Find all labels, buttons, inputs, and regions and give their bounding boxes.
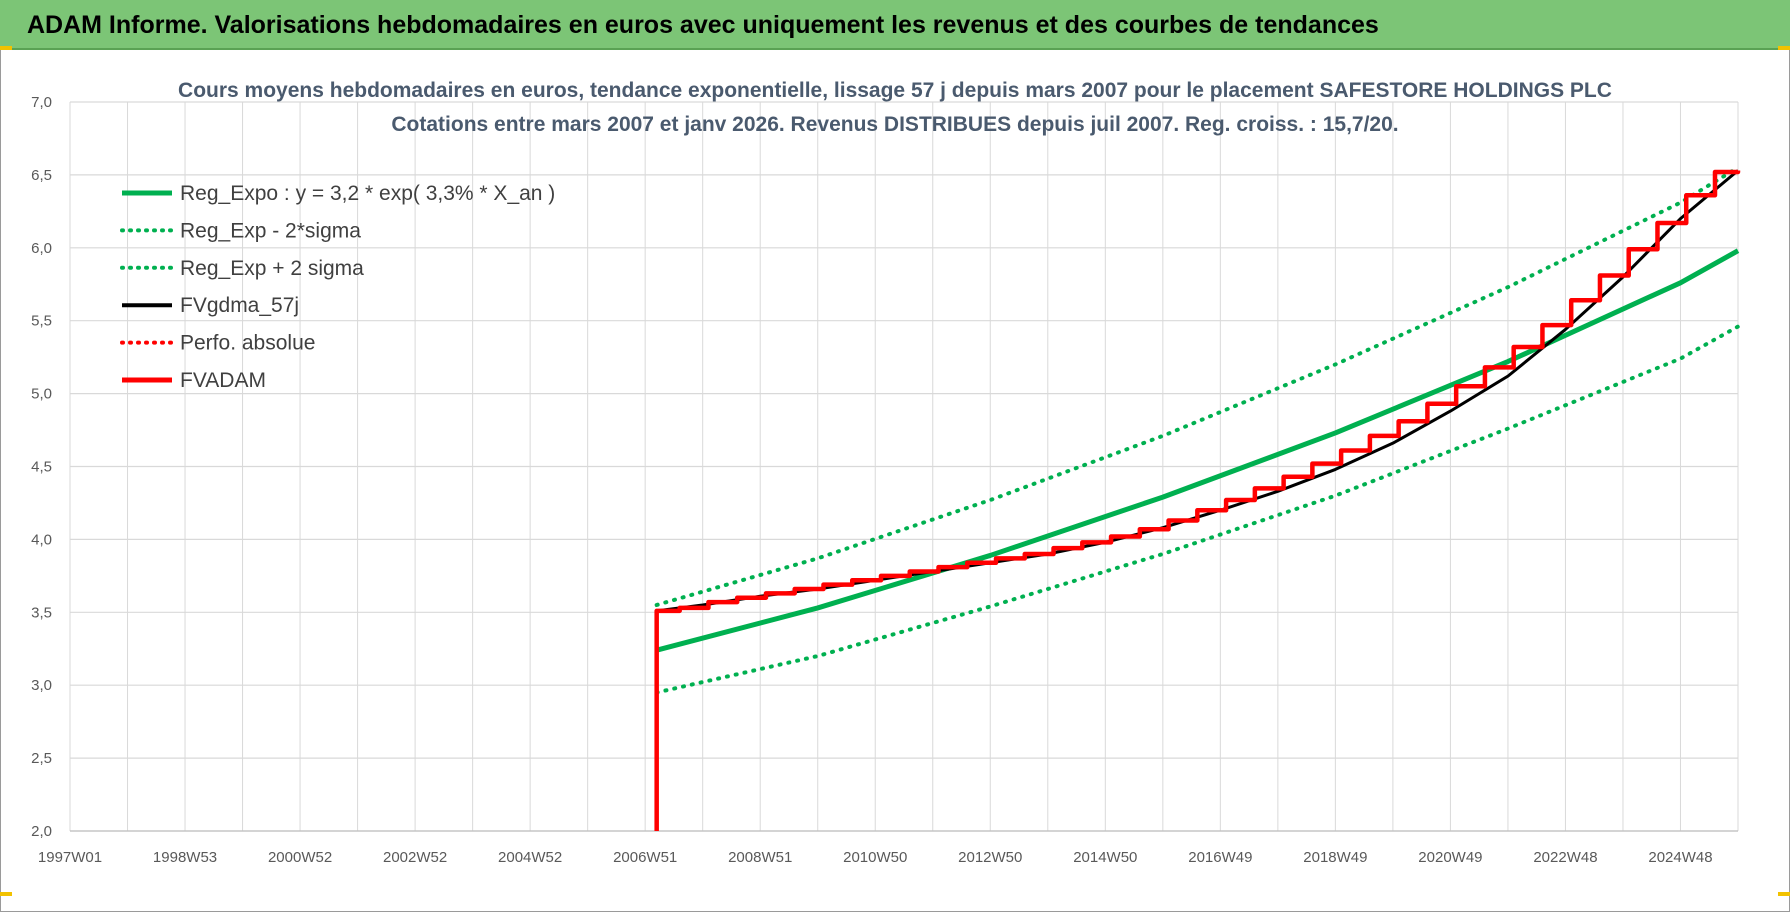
x-tick-label: 1997W01 <box>38 849 102 866</box>
x-tick-label: 2012W50 <box>958 849 1022 866</box>
x-tick-label: 2006W51 <box>613 849 677 866</box>
corner-mark-top-right <box>1778 46 1790 50</box>
x-tick-label: 2004W52 <box>498 849 562 866</box>
y-tick-label: 3,0 <box>31 677 52 694</box>
x-tick-label: 2020W49 <box>1418 849 1482 866</box>
x-tick-label: 2000W52 <box>268 849 332 866</box>
axes: 2,0 2,5 3,0 3,5 4,0 4,5 5,0 5,5 6,0 6,5 7,0 1997W01… <box>31 94 1738 866</box>
x-tick-label: 2002W52 <box>383 849 447 866</box>
x-tick-label: 2010W50 <box>843 849 907 866</box>
corner-mark-top-left <box>0 46 12 50</box>
y-tick-label: 3,5 <box>31 604 52 621</box>
x-tick-label: 2022W48 <box>1533 849 1597 866</box>
x-tick-label: 2018W49 <box>1303 849 1367 866</box>
y-tick-label: 5,5 <box>31 313 52 330</box>
legend-entry: Reg_Exp + 2 sigma <box>180 257 364 280</box>
series-layer <box>654 165 1741 831</box>
series-line-2 <box>654 165 1740 608</box>
page-title: ADAM Informe. Valorisations hebdomadaire… <box>0 0 1790 50</box>
x-tick-label: 2024W48 <box>1648 849 1712 866</box>
y-tick-label: 5,0 <box>31 386 52 403</box>
y-tick-label: 4,0 <box>31 531 52 548</box>
legend-entry: Perfo. absolue <box>180 332 315 355</box>
y-tick-label: 6,0 <box>31 240 52 257</box>
y-tick-label: 7,0 <box>31 94 52 111</box>
series-line-5 <box>654 169 1741 831</box>
chart-title: Cours moyens hebdomadaires en euros, ten… <box>178 79 1612 102</box>
chart-subtitle: Cotations entre mars 2007 et janv 2026. … <box>391 113 1398 136</box>
y-tick-label: 6,5 <box>31 167 52 184</box>
y-tick-label: 2,0 <box>31 823 52 840</box>
corner-mark-bottom-left <box>0 892 12 896</box>
y-tick-label: 2,5 <box>31 750 52 767</box>
legend: Reg_Expo : y = 3,2 * exp( 3,3% * X_an ) R… <box>120 182 555 392</box>
corner-mark-bottom-right <box>1778 892 1790 896</box>
legend-entry: Reg_Exp - 2*sigma <box>180 219 361 242</box>
x-tick-label: 2014W50 <box>1073 849 1137 866</box>
series-line-3 <box>656 169 1739 613</box>
legend-entry: FVgdma_57j <box>180 294 299 317</box>
legend-entry: FVADAM <box>180 369 266 392</box>
x-tick-label: 1998W53 <box>153 849 217 866</box>
x-tick-label: 2016W49 <box>1188 849 1252 866</box>
series-line-0 <box>656 248 1740 653</box>
grid <box>69 101 1739 832</box>
legend-entry: Reg_Expo : y = 3,2 * exp( 3,3% * X_an ) <box>180 182 555 205</box>
y-tick-label: 4,5 <box>31 459 52 476</box>
x-tick-label: 2008W51 <box>728 849 792 866</box>
